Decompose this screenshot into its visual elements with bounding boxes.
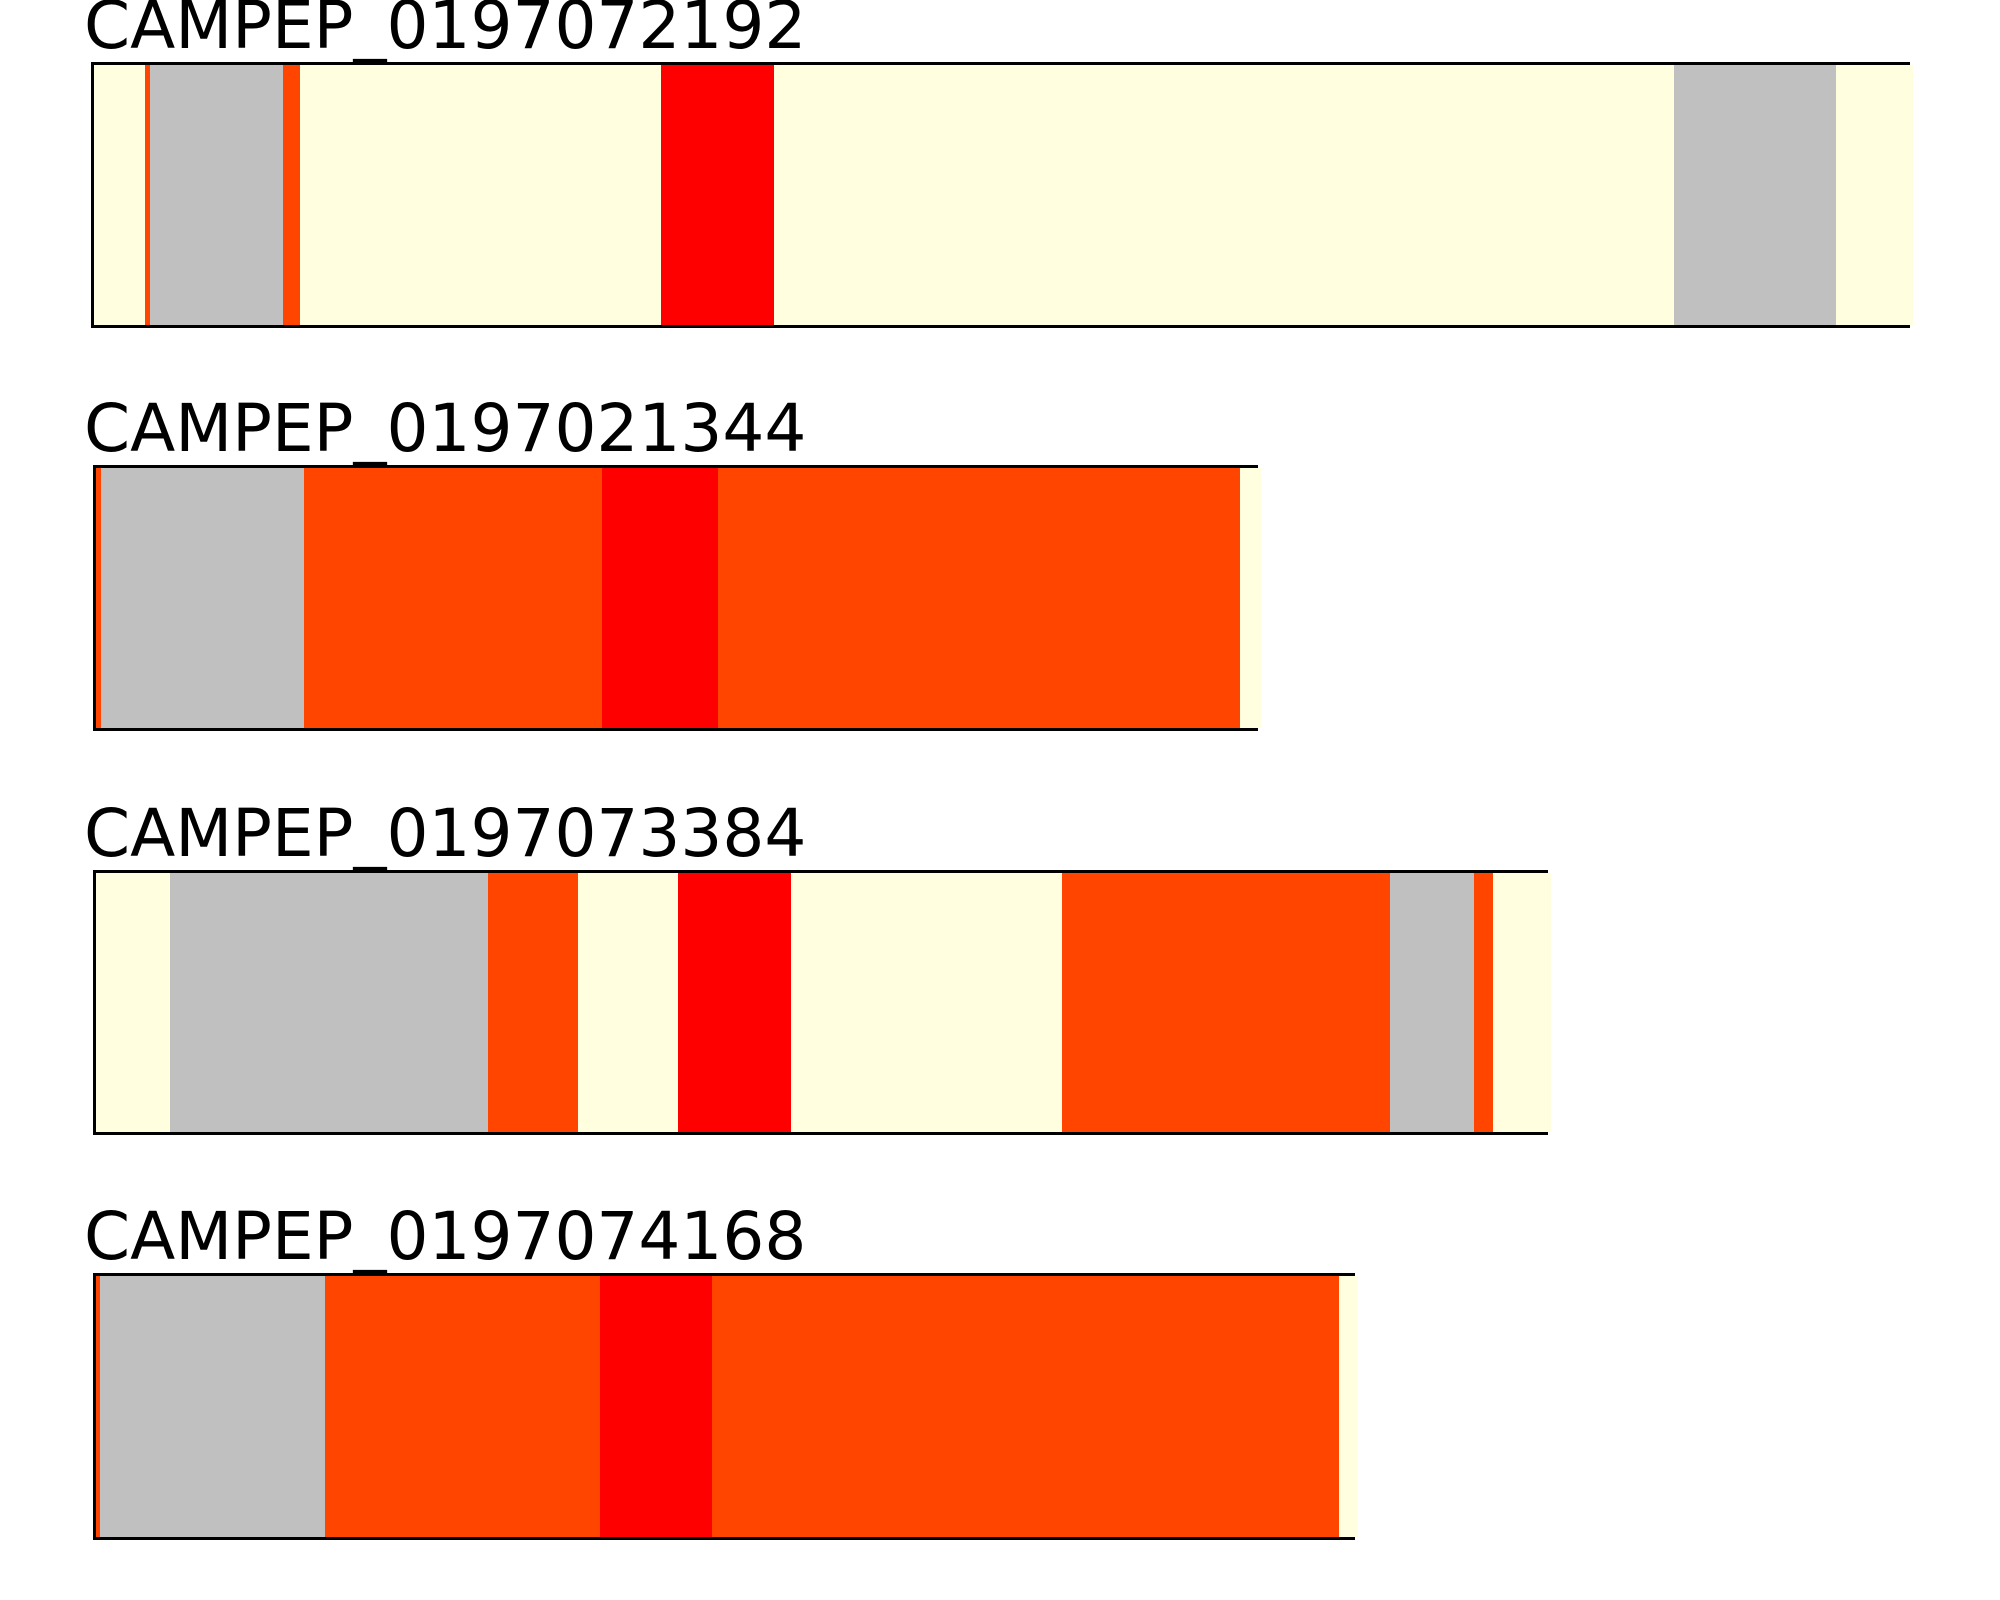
track-title: CAMPEP_0197021344 — [84, 390, 807, 467]
segment-red — [600, 1276, 712, 1537]
segment-red — [661, 65, 774, 325]
segment-orangered — [96, 468, 101, 728]
segment-lightyellow — [791, 873, 1062, 1132]
segment-lightyellow — [1339, 1276, 1358, 1537]
segment-silver — [1390, 873, 1474, 1132]
segment-lightyellow — [96, 873, 170, 1132]
sequence-track-bar — [93, 870, 1551, 1135]
segment-lightyellow — [1240, 468, 1261, 728]
segment-silver — [150, 65, 283, 325]
segment-lightyellow — [1493, 873, 1551, 1132]
segment-orangered — [304, 468, 602, 728]
segment-lightyellow — [1836, 65, 1913, 325]
segment-silver — [170, 873, 488, 1132]
segment-lightyellow — [578, 873, 678, 1132]
segment-orangered — [145, 65, 150, 325]
sequence-track-bar — [93, 465, 1261, 731]
segment-orangered — [96, 1276, 100, 1537]
segment-orangered — [712, 1276, 1339, 1537]
sequence-track-bar — [91, 62, 1913, 328]
segment-orangered — [1474, 873, 1493, 1132]
segment-lightyellow — [774, 65, 1674, 325]
segment-silver — [100, 1276, 325, 1537]
segment-red — [678, 873, 791, 1132]
segment-lightyellow — [300, 65, 661, 325]
segment-orangered — [283, 65, 300, 325]
segment-orangered — [1062, 873, 1390, 1132]
segment-silver — [1674, 65, 1836, 325]
segment-lightyellow — [94, 65, 145, 325]
segment-orangered — [488, 873, 578, 1132]
track-title: CAMPEP_0197074168 — [84, 1198, 807, 1275]
segment-silver — [101, 468, 304, 728]
sequence-track-bar — [93, 1273, 1358, 1540]
track-title: CAMPEP_0197073384 — [84, 795, 807, 872]
segment-orangered — [325, 1276, 600, 1537]
segment-red — [602, 468, 718, 728]
segment-orangered — [718, 468, 1240, 728]
track-title: CAMPEP_0197072192 — [84, 0, 807, 64]
